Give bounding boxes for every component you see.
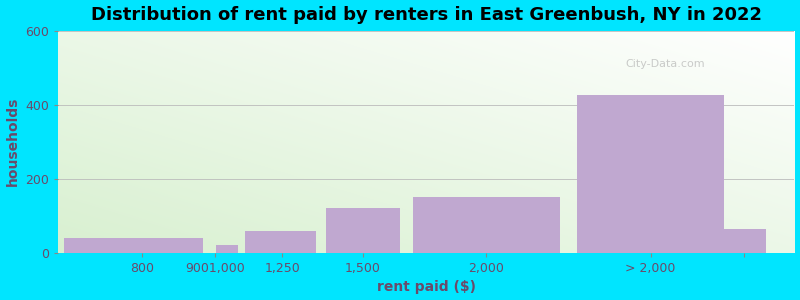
Text: City-Data.com: City-Data.com xyxy=(625,59,705,69)
Bar xyxy=(326,208,399,253)
Y-axis label: households: households xyxy=(6,97,19,187)
Bar xyxy=(413,197,560,253)
Title: Distribution of rent paid by renters in East Greenbush, NY in 2022: Distribution of rent paid by renters in … xyxy=(90,6,762,24)
Bar xyxy=(216,245,238,253)
Bar xyxy=(577,95,725,253)
Bar xyxy=(246,231,316,253)
Bar xyxy=(64,238,202,253)
Bar xyxy=(642,229,766,253)
X-axis label: rent paid ($): rent paid ($) xyxy=(377,280,476,294)
